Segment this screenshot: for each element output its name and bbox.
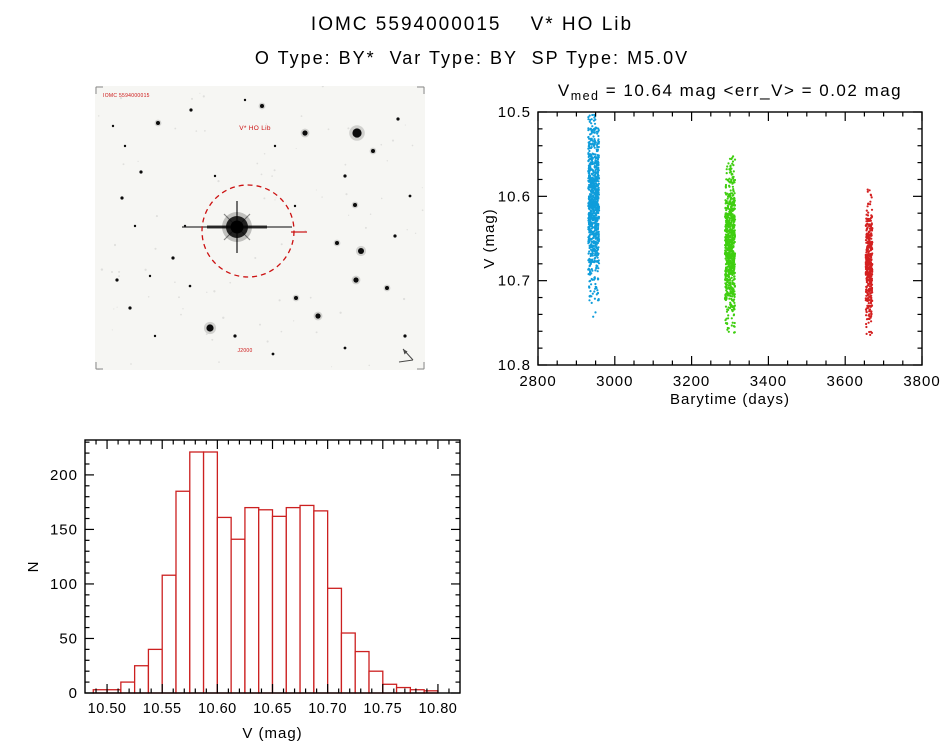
field-stars <box>111 98 412 356</box>
series-epoch-3 <box>864 188 874 336</box>
target-star <box>182 201 292 253</box>
svg-text:100: 100 <box>50 576 78 593</box>
svg-text:3000: 3000 <box>596 373 633 390</box>
sky-image-svg: IOMC 5594000015 V* HO Lib J2000 <box>95 85 425 371</box>
svg-text:10.75: 10.75 <box>363 701 402 717</box>
page-title: IOMC 5594000015 V* HO Lib <box>310 14 634 35</box>
series-epoch-2 <box>723 155 737 334</box>
light-curve-title: Vmed = 10.64 mag <err_V> = 0.02 mag <box>558 81 902 103</box>
light-curve-chart: 2800 3000 3200 3400 3600 3800 10.5 10.6 10.7 10.8… <box>480 80 944 410</box>
svg-text:2800: 2800 <box>519 373 556 390</box>
sky-noise <box>97 85 424 371</box>
svg-text:10.5: 10.5 <box>498 104 531 121</box>
sky-label-star: V* HO Lib <box>239 125 271 132</box>
svg-text:10.80: 10.80 <box>419 701 458 717</box>
svg-text:10.60: 10.60 <box>198 701 237 717</box>
svg-text:50: 50 <box>59 630 78 647</box>
svg-text:200: 200 <box>50 467 78 484</box>
frame-corner-marks <box>95 86 425 370</box>
x-axis-label: V (mag) <box>242 725 302 742</box>
x-axis-label: Barytime (days) <box>670 391 790 408</box>
axis-labels: 2800 3000 3200 3400 3600 3800 10.5 10.6 10.7 10.8… <box>481 104 940 408</box>
sky-finding-chart: IOMC 5594000015 V* HO Lib J2000 <box>95 85 425 371</box>
axis-ticks <box>85 440 460 694</box>
svg-text:10.55: 10.55 <box>143 701 182 717</box>
aperture-circle <box>201 184 295 278</box>
compass-arrow-icon <box>398 348 414 363</box>
svg-text:10.70: 10.70 <box>308 701 347 717</box>
svg-text:10.65: 10.65 <box>253 701 292 717</box>
sky-label-top-left: IOMC 5594000015 <box>103 93 150 99</box>
svg-text:10.7: 10.7 <box>498 273 531 290</box>
target-overlay: IOMC 5594000015 V* HO Lib J2000 <box>103 93 307 354</box>
histogram-svg: 10.50 10.55 10.60 10.65 10.70 10.75 10.80 0 50 10… <box>25 439 461 742</box>
light-curve-svg: 2800 3000 3200 3400 3600 3800 10.5 10.6 10.7 10.8… <box>481 81 940 408</box>
svg-text:10.50: 10.50 <box>88 701 127 717</box>
axis-labels: 10.50 10.55 10.60 10.65 10.70 10.75 10.80 0 50 10… <box>25 467 457 742</box>
svg-text:3800: 3800 <box>903 373 940 390</box>
y-axis-label: N <box>25 561 42 573</box>
y-axis-label: V (mag) <box>481 208 498 268</box>
histogram-bars <box>92 451 439 694</box>
svg-text:3200: 3200 <box>673 373 710 390</box>
sky-label-bottom: J2000 <box>237 348 252 354</box>
magnitude-histogram-chart: 10.50 10.55 10.60 10.65 10.70 10.75 10.80 0 50 10… <box>20 420 490 747</box>
scatter-points <box>587 113 874 336</box>
svg-text:150: 150 <box>50 521 78 538</box>
svg-text:10.8: 10.8 <box>498 357 531 374</box>
series-epoch-1 <box>587 113 601 318</box>
page-subtitle: O Type: BY* Var Type: BY SP Type: M5.0V <box>254 48 690 68</box>
svg-text:3400: 3400 <box>750 373 787 390</box>
svg-text:10.6: 10.6 <box>498 188 531 205</box>
svg-text:0: 0 <box>69 685 78 702</box>
axis-ticks <box>537 111 923 366</box>
svg-text:3600: 3600 <box>827 373 864 390</box>
